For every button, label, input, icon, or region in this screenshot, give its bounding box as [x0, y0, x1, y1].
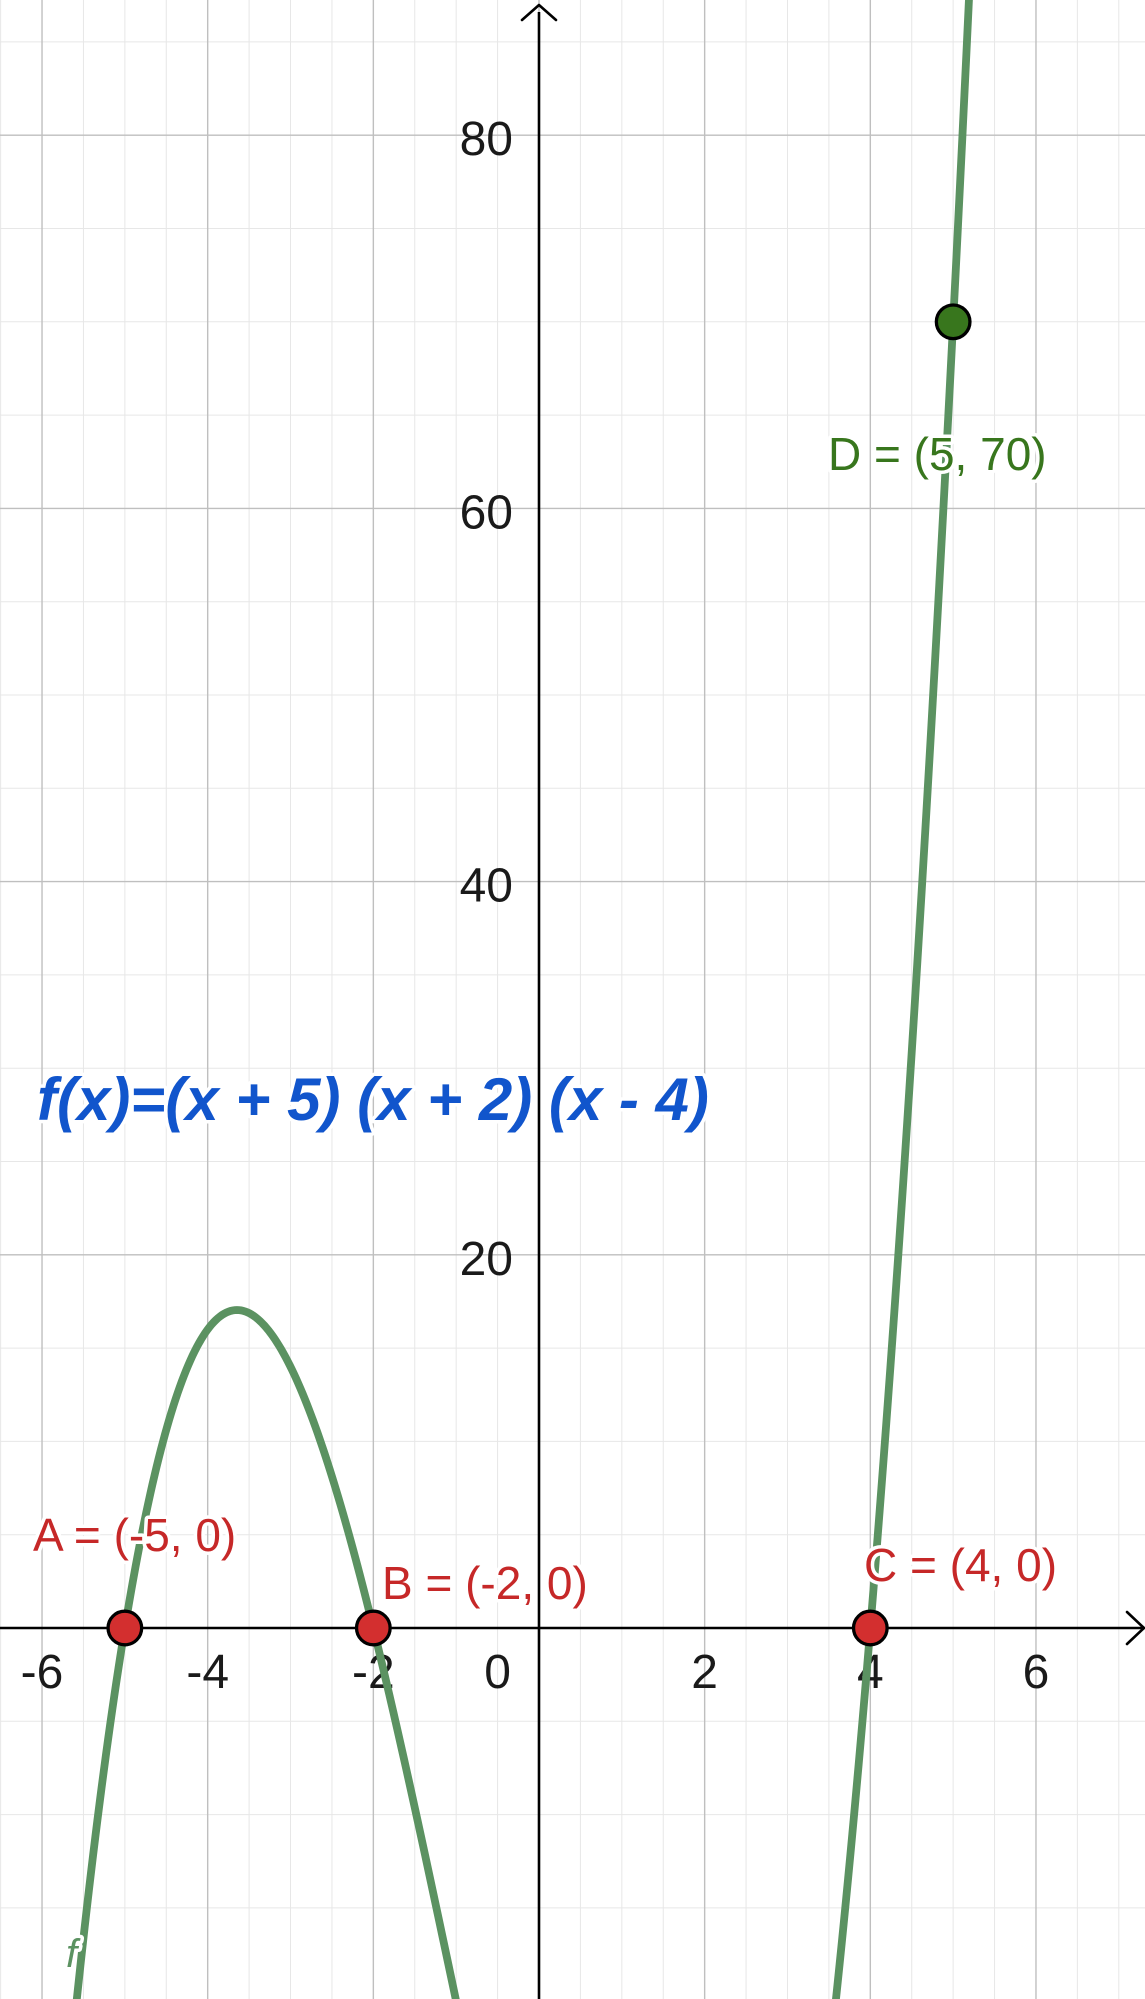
svg-text:-6: -6 [21, 1646, 64, 1699]
svg-text:40: 40 [460, 860, 513, 913]
svg-text:2: 2 [691, 1646, 718, 1699]
svg-text:D = (5, 70): D = (5, 70) [828, 428, 1047, 480]
svg-text:80: 80 [460, 113, 513, 166]
svg-text:A = (-5, 0): A = (-5, 0) [33, 1509, 236, 1561]
svg-text:60: 60 [460, 486, 513, 539]
svg-text:6: 6 [1023, 1646, 1050, 1699]
svg-text:-4: -4 [186, 1646, 229, 1699]
svg-text:20: 20 [460, 1233, 513, 1286]
svg-text:0: 0 [484, 1646, 511, 1699]
svg-text:C = (4, 0): C = (4, 0) [864, 1539, 1057, 1591]
svg-text:f(x)=(x + 5) (x + 2) (x - 4): f(x)=(x + 5) (x + 2) (x - 4) [37, 1066, 709, 1133]
svg-text:B = (-2, 0): B = (-2, 0) [382, 1557, 588, 1609]
